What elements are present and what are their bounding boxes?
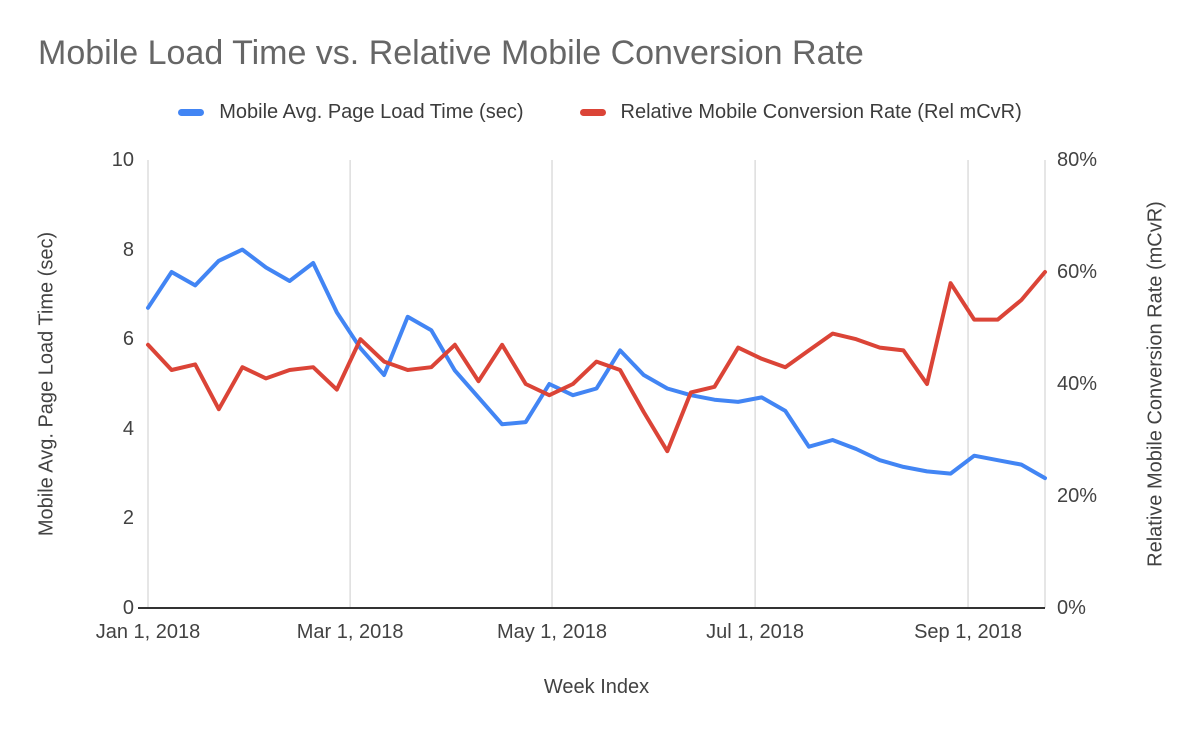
right-axis-tick-label: 60% <box>1057 261 1098 283</box>
x-axis-title: Week Index <box>543 676 650 698</box>
right-axis-tick-label: 0% <box>1057 597 1086 619</box>
right-axis-tick-label: 20% <box>1057 485 1098 507</box>
left-axis-tick-label: 2 <box>122 507 134 530</box>
legend-label-load-time: Mobile Avg. Page Load Time (sec) <box>219 101 524 123</box>
left-axis-tick-label: 6 <box>122 328 134 351</box>
x-axis-tick-label: May 1, 2018 <box>496 621 608 643</box>
legend: Mobile Avg. Page Load Time (sec) Relativ… <box>0 101 1200 124</box>
left-axis-tick-label: 10 <box>111 149 134 171</box>
legend-marker-blue-icon <box>178 109 205 116</box>
left-axis-tick-label: 8 <box>122 238 134 261</box>
x-axis-tick-label: Sep 1, 2018 <box>914 621 1022 643</box>
left-axis-tick-label: 0 <box>122 597 134 619</box>
series-line-conversion-rate <box>146 270 1047 454</box>
legend-label-conversion-rate: Relative Mobile Conversion Rate (Rel mCv… <box>620 101 1022 123</box>
series-line-load-time <box>146 247 1047 481</box>
x-axis-tick-label: Jul 1, 2018 <box>706 621 804 643</box>
legend-item-conversion-rate: Relative Mobile Conversion Rate (Rel mCv… <box>579 101 1022 124</box>
left-axis-tick-label: 4 <box>122 417 134 440</box>
legend-marker-red-icon <box>579 109 606 116</box>
right-axis-tick-label: 40% <box>1057 373 1098 395</box>
x-axis-tick-label: Jan 1, 2018 <box>95 621 201 643</box>
right-axis-tick-label: 80% <box>1057 149 1098 171</box>
chart-title: Mobile Load Time vs. Relative Mobile Con… <box>38 34 864 72</box>
legend-item-load-time: Mobile Avg. Page Load Time (sec) <box>178 101 524 124</box>
x-axis-tick-label: Mar 1, 2018 <box>296 621 404 643</box>
